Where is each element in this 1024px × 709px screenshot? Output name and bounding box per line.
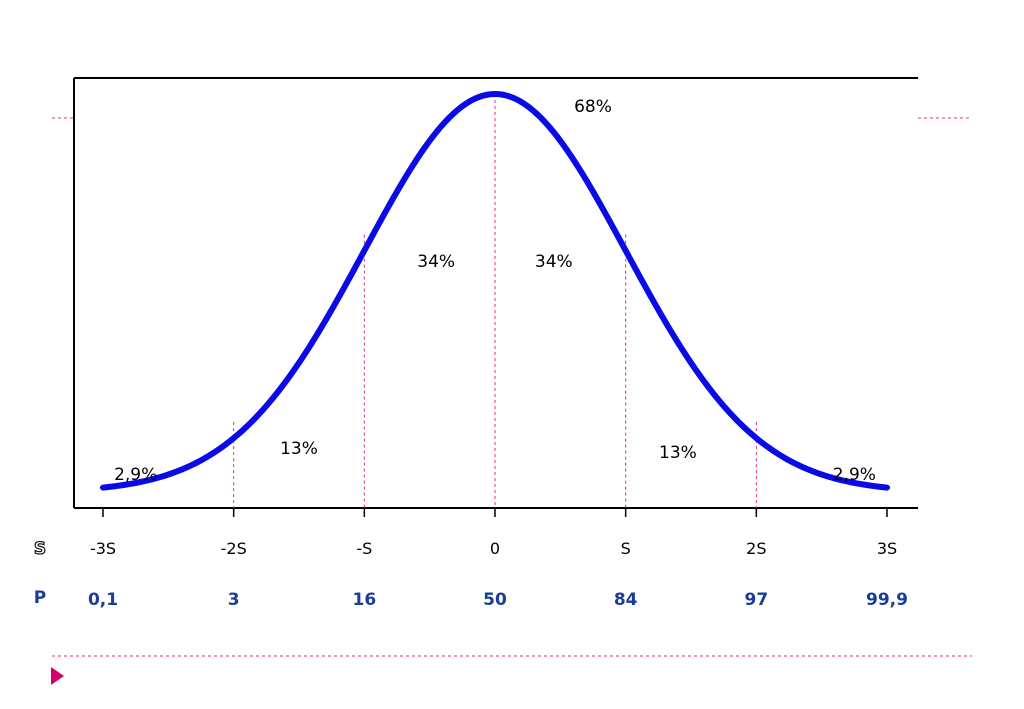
- p-label: 50: [483, 590, 507, 610]
- s-labels-row: -3S -2S -S 0 S 2S 3S: [90, 539, 897, 558]
- s-label: 0: [490, 539, 500, 558]
- triangle-right-icon: [51, 667, 64, 685]
- p-row-label: P: [34, 588, 46, 608]
- p-label: 0,1: [88, 590, 118, 610]
- region-percent-labels: 2,9% 13% 34% 34% 68% 13% 2,9%: [114, 97, 876, 485]
- region-percent-label: 34%: [417, 252, 455, 272]
- s-label: S: [621, 539, 631, 558]
- x-axis-ticks: [102, 508, 888, 517]
- region-percent-label: 68%: [574, 97, 612, 117]
- s-label: -2S: [221, 539, 247, 558]
- normal-curve: [100, 91, 890, 491]
- region-percent-label: 13%: [280, 439, 318, 459]
- plot-frame: [73, 77, 918, 509]
- s-label: 3S: [877, 539, 897, 558]
- p-labels-row: 0,1 3 16 50 84 97 99,9: [88, 590, 908, 610]
- region-percent-label: 2,9%: [114, 465, 157, 485]
- s-label: 2S: [746, 539, 766, 558]
- s-row-label: S: [34, 539, 46, 559]
- region-percent-label: 34%: [535, 252, 573, 272]
- p-label: 16: [352, 590, 376, 610]
- region-percent-label: 2,9%: [833, 465, 876, 485]
- region-percent-label: 13%: [659, 443, 697, 463]
- p-label: 97: [744, 590, 768, 610]
- p-label: 3: [228, 590, 240, 610]
- s-label: -S: [356, 539, 372, 558]
- p-label: 99,9: [866, 590, 908, 610]
- p-label: 84: [614, 590, 638, 610]
- s-label: -3S: [90, 539, 116, 558]
